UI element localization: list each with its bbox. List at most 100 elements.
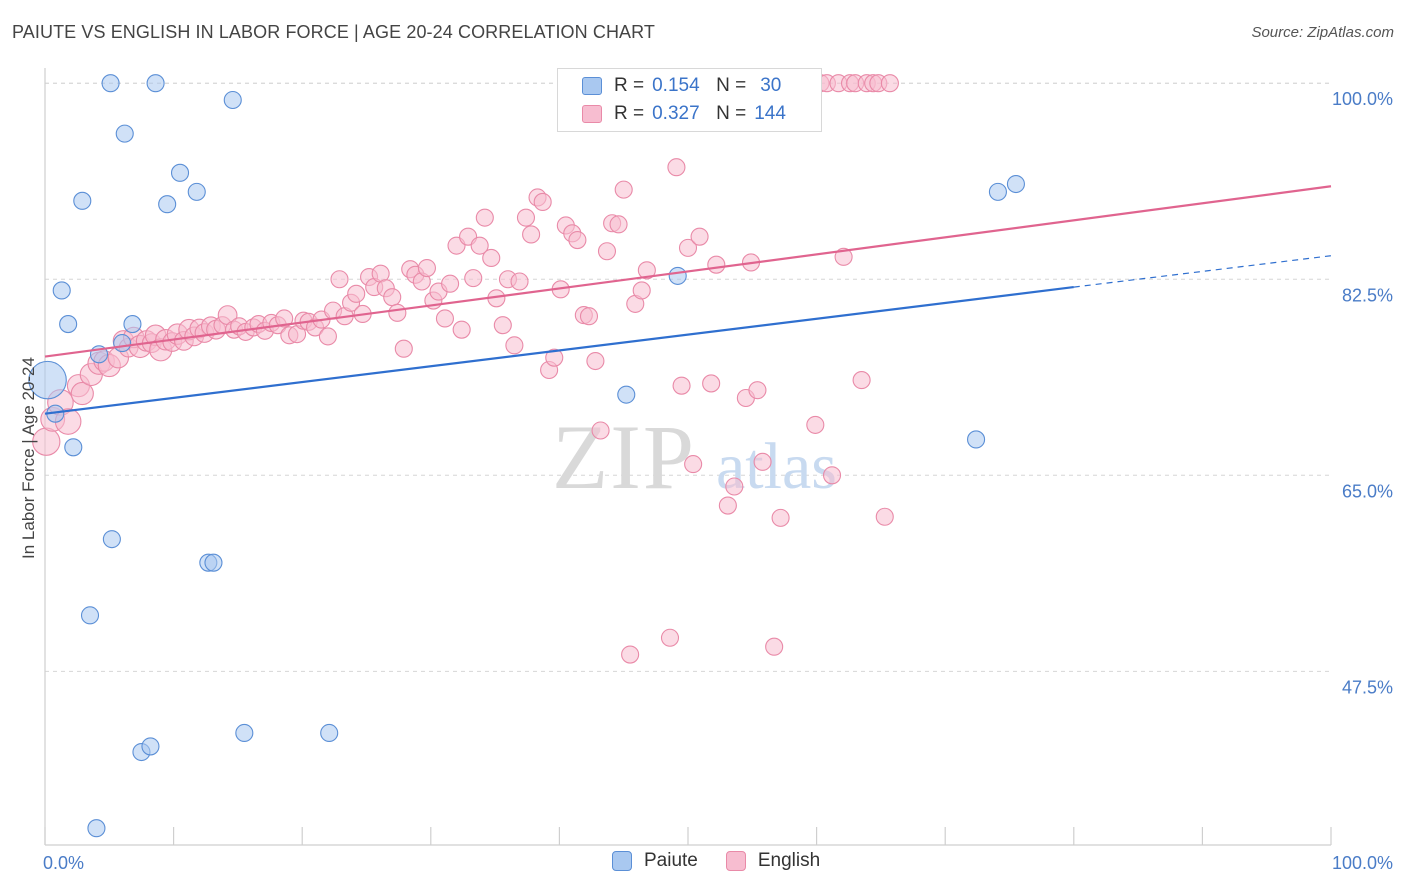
y-tick-label: 100.0%	[1332, 89, 1393, 109]
english-point	[702, 374, 721, 393]
english-point	[70, 381, 94, 406]
english-swatch	[582, 105, 602, 123]
english-trend-line	[44, 185, 1332, 358]
english-point	[470, 236, 489, 255]
paiute-n-label: N =	[716, 75, 747, 96]
english-point	[806, 415, 825, 434]
paiute-point	[187, 182, 206, 201]
paiute-point	[204, 553, 223, 572]
paiute-point	[102, 530, 121, 549]
english-point	[880, 74, 899, 93]
english-point	[505, 336, 524, 355]
english-point	[684, 455, 703, 474]
paiute-point	[64, 438, 83, 457]
english-legend-swatch	[725, 851, 746, 871]
paiute-point	[988, 182, 1007, 201]
english-point	[822, 466, 842, 485]
english-point	[678, 238, 698, 257]
paiute-point	[52, 281, 71, 300]
series-legend: Paiute English	[612, 850, 848, 872]
y-axis-label: In Labor Force | Age 20-24	[19, 357, 38, 559]
english-point	[394, 339, 413, 358]
english-point	[482, 248, 501, 268]
english-point	[452, 320, 471, 339]
english-point	[275, 309, 294, 328]
axes	[44, 68, 1332, 846]
english-point	[718, 496, 737, 515]
english-point	[609, 215, 628, 234]
english-point	[586, 351, 605, 371]
english-point	[753, 452, 772, 471]
english-point	[464, 269, 483, 288]
paiute-point	[73, 191, 92, 210]
paiute-r-value: 0.154	[652, 75, 700, 96]
english-legend-label: English	[757, 850, 821, 871]
english-point	[417, 259, 436, 278]
legend-item-english: English	[725, 850, 821, 872]
paiute-legend-swatch	[612, 851, 632, 871]
y-tick-label: 65.0%	[1342, 481, 1393, 501]
english-point	[660, 628, 680, 647]
english-point	[388, 303, 407, 322]
paiute-point	[141, 737, 160, 756]
english-n-value: 144	[754, 103, 786, 124]
paiute-swatch	[582, 77, 602, 95]
legend-item-paiute: Paiute	[612, 850, 698, 872]
paiute-point	[123, 315, 142, 334]
watermark-zip: ZIP	[552, 406, 696, 508]
paiute-point	[170, 163, 190, 182]
english-point	[614, 180, 633, 199]
source-label: Source: ZipAtlas.com	[1251, 24, 1394, 41]
x-tick-label-max: 100.0%	[1332, 853, 1393, 873]
paiute-point	[87, 819, 106, 838]
english-point	[725, 477, 744, 496]
trend-lines	[44, 185, 1332, 415]
paiute-point	[223, 90, 242, 110]
legend-row-english: R = 0.327 N = 144	[582, 100, 786, 128]
paiute-point	[146, 74, 165, 93]
english-point	[533, 192, 552, 212]
english-point	[852, 371, 871, 390]
english-point	[765, 637, 784, 656]
paiute-point	[235, 723, 254, 743]
english-point	[435, 309, 454, 328]
paiute-point	[101, 74, 120, 93]
english-point	[318, 327, 337, 346]
english-n-label: N =	[716, 103, 747, 124]
paiute-point	[28, 360, 67, 400]
x-tick-label-min: 0.0%	[43, 853, 84, 873]
english-point	[637, 261, 656, 280]
grid-lines	[45, 82, 1331, 672]
paiute-point	[320, 723, 339, 743]
english-point	[621, 645, 640, 664]
english-r-value: 0.327	[652, 103, 700, 124]
paiute-trend-extension	[1073, 255, 1332, 288]
english-point	[672, 376, 691, 395]
english-point	[591, 421, 610, 440]
correlation-legend: R = 0.154 N = 30 R = 0.327 N = 144	[557, 68, 822, 132]
english-point	[579, 307, 599, 326]
y-tick-label: 82.5%	[1342, 285, 1393, 305]
english-point	[748, 381, 767, 400]
paiute-point	[59, 315, 78, 334]
tick-labels: 100.0% 82.5% 65.0% 47.5% 0.0% 100.0%	[43, 89, 1393, 873]
english-point	[330, 270, 349, 289]
paiute-point	[115, 124, 134, 143]
chart-title: PAIUTE VS ENGLISH IN LABOR FORCE | AGE 2…	[12, 22, 656, 42]
english-point	[667, 158, 686, 177]
y-tick-label: 47.5%	[1342, 677, 1393, 697]
english-point	[771, 508, 790, 527]
english-r-label: R =	[614, 103, 645, 124]
english-point	[632, 281, 651, 300]
paiute-point	[1006, 174, 1025, 194]
paiute-trend-line	[44, 286, 1074, 415]
paiute-points	[28, 74, 1025, 838]
english-point	[522, 225, 541, 244]
paiute-point	[668, 266, 687, 285]
english-point	[597, 242, 617, 261]
paiute-legend-label: Paiute	[644, 850, 698, 871]
paiute-point	[617, 385, 636, 404]
paiute-point	[113, 334, 132, 353]
english-points	[32, 74, 899, 664]
